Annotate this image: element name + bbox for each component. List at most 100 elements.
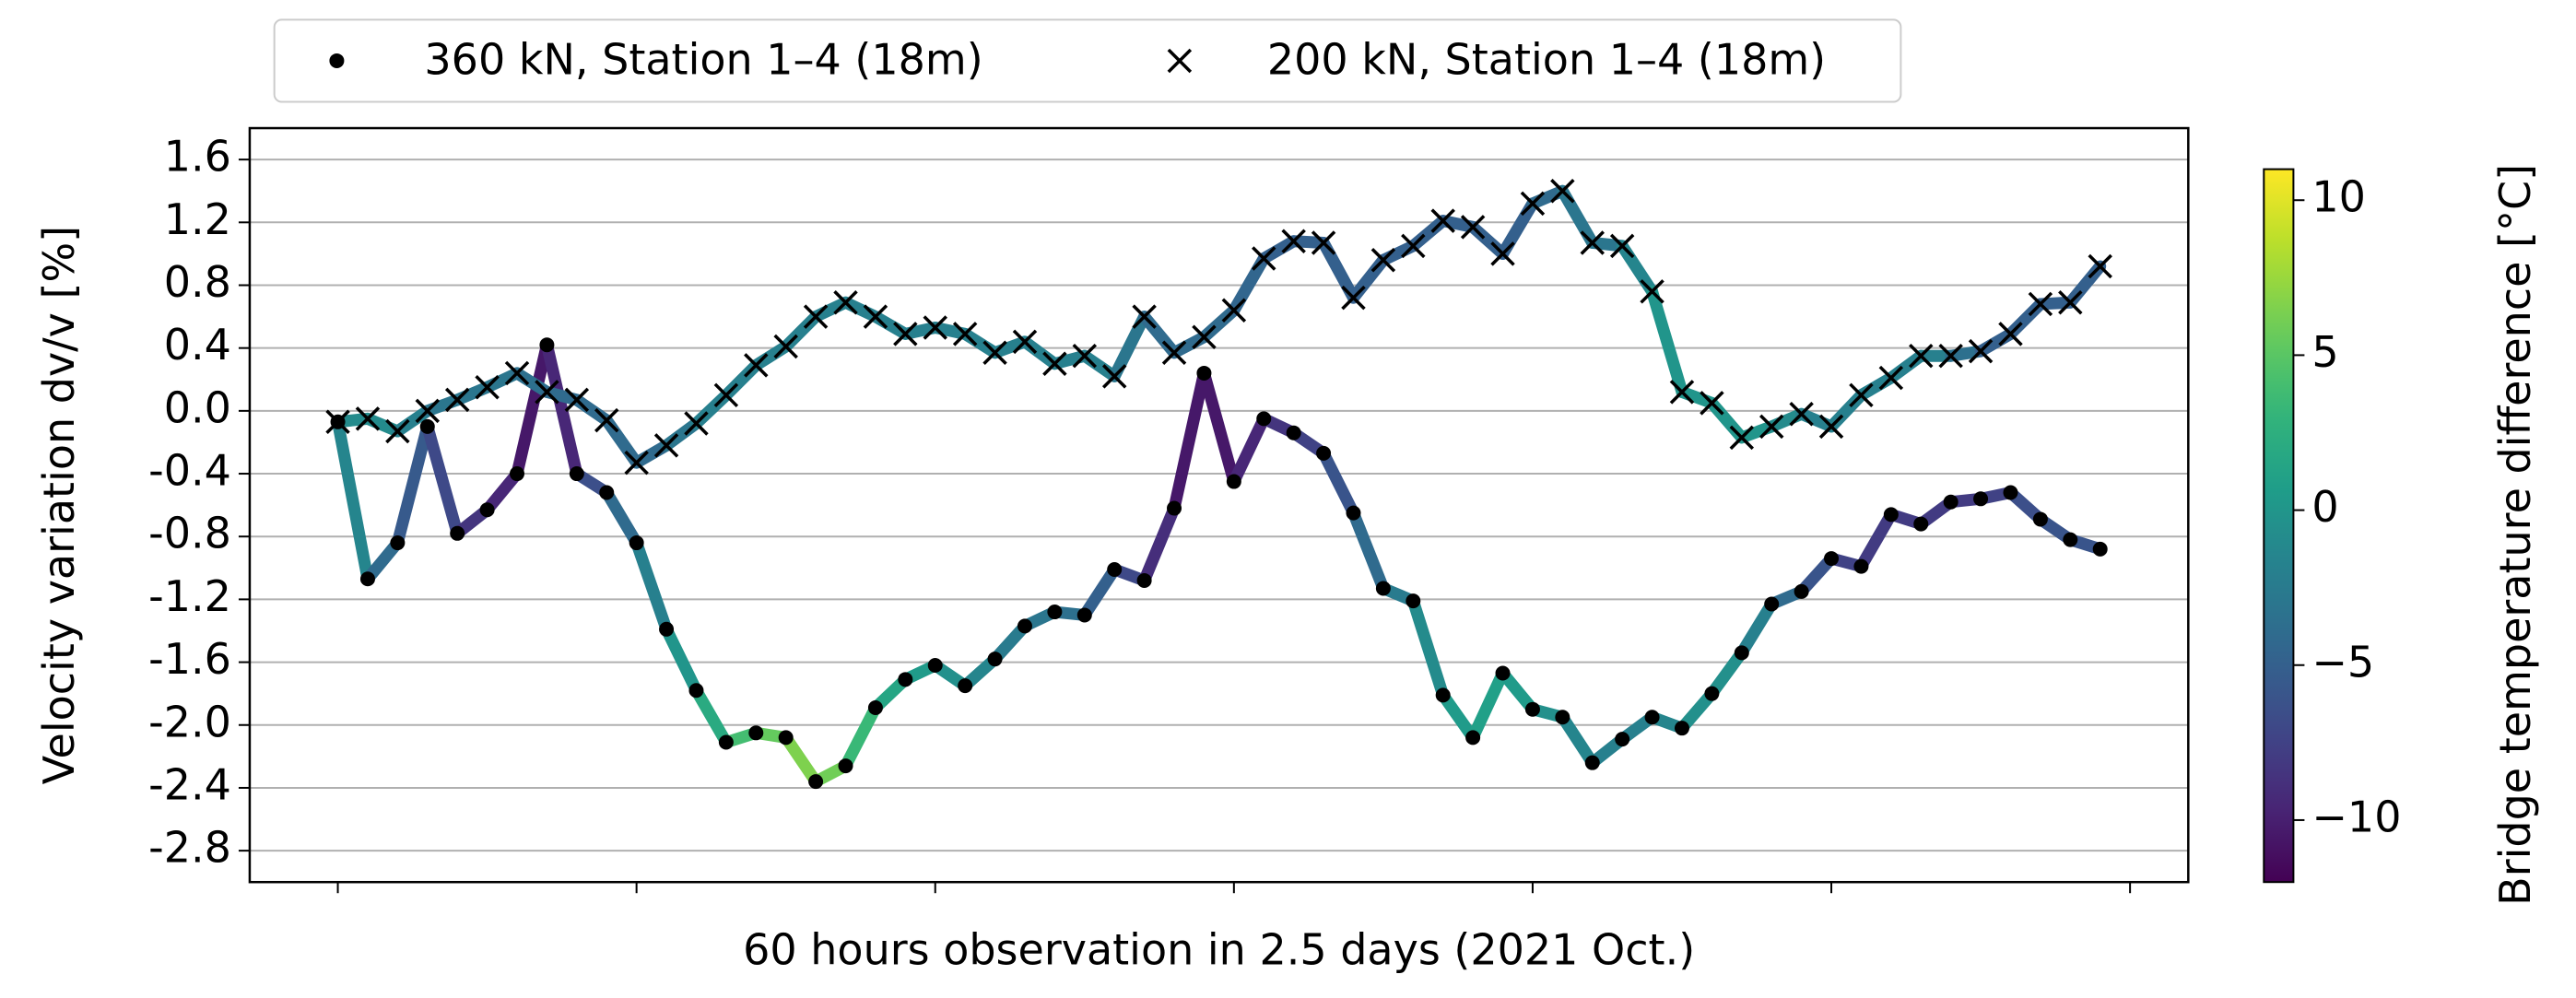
marker-dot — [450, 525, 465, 541]
marker-dot — [539, 337, 555, 353]
line-segment — [1497, 197, 1539, 260]
y-tick-label: -2.0 — [148, 697, 231, 746]
marker-dot — [1853, 558, 1869, 574]
line-segment — [840, 701, 882, 772]
marker-dot — [629, 535, 644, 551]
marker-dot — [1286, 425, 1301, 440]
marker-dot — [1316, 445, 1332, 461]
marker-cross — [1818, 414, 1844, 440]
marker-dot — [1615, 732, 1630, 747]
line-segment — [511, 338, 553, 480]
line-segment — [1197, 367, 1241, 488]
marker-dot — [1017, 618, 1032, 634]
marker-dot — [898, 672, 913, 687]
y-tick-label: -0.4 — [148, 446, 231, 496]
line-segment — [1854, 508, 1898, 573]
y-tick-label: -0.8 — [148, 509, 231, 558]
colorbar-tick-label: 10 — [2311, 172, 2366, 222]
marker-dot — [688, 683, 704, 699]
marker-dot — [1167, 500, 1182, 516]
marker-cross — [444, 387, 470, 413]
marker-cross — [803, 304, 829, 329]
line-segment — [540, 338, 583, 480]
line-segment — [1138, 502, 1181, 587]
marker-cross — [1938, 343, 1963, 369]
marker-cross — [564, 387, 590, 413]
line-segment — [1616, 240, 1659, 298]
marker-dot — [1734, 645, 1749, 661]
marker-dot — [1883, 507, 1899, 522]
legend-label: 200 kN, Station 1–4 (18m) — [1267, 34, 1826, 84]
marker-dot — [2092, 541, 2108, 557]
legend-marker — [1167, 48, 1193, 74]
marker-cross — [624, 450, 649, 476]
marker-cross — [2088, 253, 2112, 279]
plot-frame — [248, 126, 2190, 884]
marker-dot — [2063, 532, 2078, 547]
marker-cross — [535, 380, 559, 405]
y-tick-label: -1.2 — [148, 571, 231, 621]
line-segment — [361, 536, 404, 585]
marker-dot — [1256, 411, 1272, 427]
marker-cross — [744, 353, 769, 378]
marker-dot — [1943, 494, 1958, 510]
marker-dot — [2032, 511, 2048, 527]
line-segment — [1676, 687, 1718, 734]
line-segment — [1466, 667, 1510, 744]
marker-dot — [1704, 686, 1720, 701]
marker-dot — [659, 621, 675, 637]
marker-dot — [599, 485, 615, 500]
marker-dot — [419, 418, 435, 434]
colorbar-tick-label: −10 — [2311, 792, 2401, 841]
marker-cross — [1909, 343, 1934, 369]
line-segment — [1168, 367, 1210, 515]
marker-cross — [1161, 340, 1187, 366]
marker-cross — [1700, 391, 1724, 416]
marker-cross — [1072, 343, 1098, 369]
marker-dot — [1047, 605, 1063, 620]
marker-cross — [1669, 380, 1695, 405]
line-segment — [1228, 412, 1270, 488]
marker-cross — [773, 334, 798, 359]
x-axis-label: 60 hours observation in 2.5 days (2021 O… — [743, 924, 1695, 974]
line-segment — [630, 536, 673, 636]
marker-cross — [1311, 230, 1336, 255]
line-segment — [1497, 667, 1539, 716]
marker-cross — [1580, 230, 1605, 255]
marker-cross — [982, 340, 1007, 366]
marker-dot — [1913, 516, 1929, 532]
line-segment — [1735, 598, 1778, 659]
marker-cross — [1042, 351, 1067, 376]
marker-dot — [958, 678, 973, 694]
marker-dot — [1794, 583, 1809, 599]
marker-dot — [1406, 593, 1421, 609]
marker-cross — [1759, 414, 1784, 440]
line-segment — [1228, 252, 1270, 317]
marker-dot — [927, 657, 943, 673]
y-tick-label: -2.8 — [148, 823, 231, 873]
colorbar-tick-label: −5 — [2311, 637, 2374, 687]
marker-cross — [1729, 425, 1755, 451]
marker-dot — [1555, 710, 1570, 725]
marker-dot — [748, 725, 764, 741]
marker-cross — [475, 375, 500, 400]
marker-cross — [415, 398, 441, 424]
line-segment — [1646, 285, 1688, 398]
marker-cross — [923, 315, 947, 340]
y-tick-label: 1.2 — [164, 194, 231, 244]
marker-dot — [1136, 572, 1152, 588]
marker-dot — [1973, 491, 1989, 507]
marker-cross — [1609, 233, 1635, 259]
colorbar — [2263, 168, 2295, 884]
line-segment — [1078, 563, 1121, 621]
y-tick-label: 1.6 — [164, 132, 231, 182]
line-segment — [391, 420, 434, 549]
marker-cross — [385, 418, 410, 444]
marker-dot — [510, 466, 525, 482]
marker-dot — [838, 758, 853, 774]
line-segment — [1406, 594, 1450, 701]
colorbar-tick-label: 5 — [2311, 327, 2338, 377]
line-segment — [421, 420, 464, 540]
y-axis-label: Velocity variation dv/v [%] — [34, 226, 84, 784]
